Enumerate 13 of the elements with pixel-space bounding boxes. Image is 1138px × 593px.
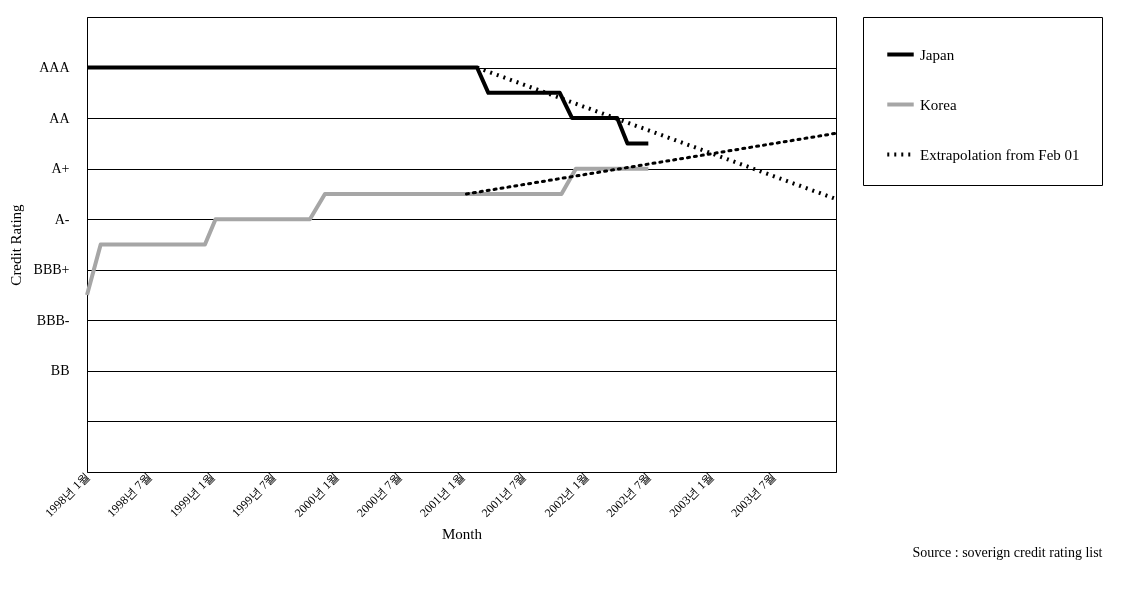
legend-label: Extrapolation from Feb 01 bbox=[920, 146, 1080, 163]
legend-label: Korea bbox=[920, 96, 957, 113]
category-label: BBB- bbox=[36, 312, 70, 328]
x-axis-title: Month bbox=[441, 526, 483, 543]
category-label: AA bbox=[49, 110, 70, 126]
category-label: A+ bbox=[51, 161, 70, 177]
category-label: A- bbox=[54, 211, 70, 227]
y-axis-title: Credit Rating bbox=[7, 203, 24, 286]
legend-label: Japan bbox=[920, 46, 955, 63]
source-note: Source : soverign credit rating list bbox=[912, 544, 1103, 560]
category-label: AAA bbox=[39, 60, 70, 76]
category-label: BB bbox=[50, 363, 70, 379]
category-label: BBB+ bbox=[33, 262, 70, 278]
